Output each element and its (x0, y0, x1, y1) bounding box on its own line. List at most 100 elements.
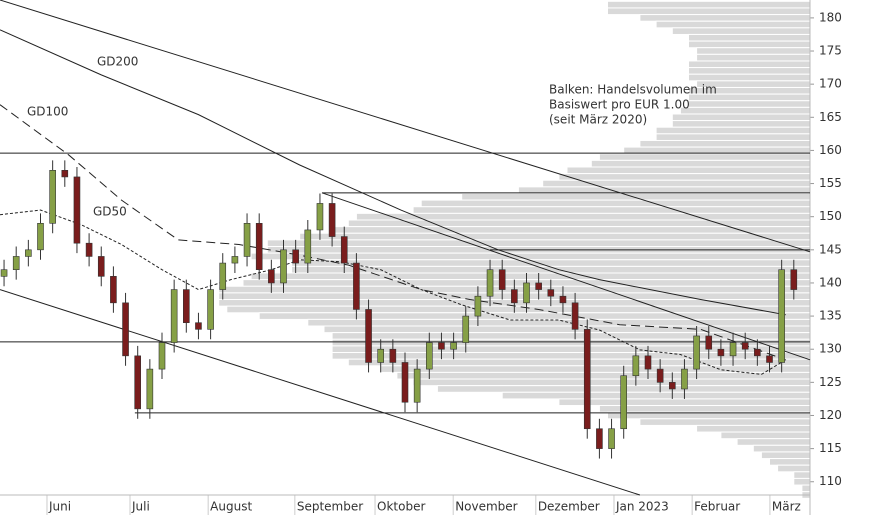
moving-average (0, 209, 786, 375)
candle-body (0, 269, 8, 277)
candle-body (268, 269, 275, 284)
candle-body (778, 269, 785, 363)
x-tick-label: März (772, 500, 801, 514)
moving-average (0, 29, 786, 316)
volume-bar (501, 391, 811, 400)
volume-bar (769, 458, 811, 466)
candle-body (608, 428, 615, 449)
volume-bar (696, 47, 811, 55)
y-tick-label: 180 (819, 10, 842, 24)
candle-body (12, 256, 20, 270)
candle-body (401, 362, 409, 403)
volume-bar (607, 7, 811, 16)
x-tick-label: Juli (131, 500, 150, 514)
candle-body (790, 269, 798, 290)
candle-body (766, 355, 773, 363)
volume-bar (380, 365, 811, 373)
candle-body (97, 256, 105, 277)
ma-label: GD100 (27, 105, 68, 119)
candle-body (158, 342, 166, 370)
x-tick-label: Dezember (538, 500, 600, 514)
candle-body (255, 223, 263, 270)
candle-body (705, 335, 713, 350)
volume-bar (607, 0, 811, 9)
annotation: (seit März 2020) (549, 113, 647, 127)
x-tick-label: Jan 2023 (615, 500, 669, 514)
candle-body (425, 342, 433, 370)
volume-bar (752, 444, 811, 453)
candle-body (571, 302, 579, 330)
candle-body (49, 170, 56, 224)
volume-bar (331, 338, 811, 347)
volume-bar (250, 272, 811, 281)
candle-body (596, 428, 603, 449)
volume-bar (696, 53, 811, 62)
volume-bar (566, 166, 811, 175)
x-tick-label: September (297, 500, 363, 514)
candle-body (644, 355, 652, 370)
volume-bar (688, 67, 811, 75)
candle-body (25, 249, 32, 257)
trend-line (0, 289, 641, 496)
candle-body (377, 348, 385, 363)
candle-body (183, 289, 190, 324)
x-tick-label: Juni (48, 500, 71, 514)
volume-bar (420, 199, 811, 208)
candle-body (340, 236, 348, 264)
volume-bar (355, 212, 811, 221)
candle-body (61, 170, 69, 178)
x-tick-label: Oktober (377, 500, 425, 514)
candle-body (73, 176, 81, 244)
candle-body (195, 322, 202, 330)
candle-body (741, 342, 749, 350)
trend-line (321, 192, 811, 361)
candle-body (511, 289, 518, 304)
candle-body (170, 289, 178, 343)
y-tick-label: 155 (819, 176, 842, 190)
volume-bar (639, 14, 811, 22)
volume-bar (412, 378, 811, 387)
candle-body (231, 256, 239, 264)
candle-body (632, 355, 640, 377)
volume-bar (299, 232, 811, 241)
y-tick-label: 170 (819, 77, 842, 91)
volume-bar (760, 451, 811, 460)
volume-bar (461, 192, 811, 201)
volume-bar (307, 318, 811, 327)
volume-bar (688, 33, 811, 42)
annotation: Basiswert pro EUR 1.00 (549, 98, 690, 112)
volume-bar (655, 133, 811, 141)
candle-body (207, 289, 214, 330)
volume-bar (777, 464, 811, 473)
candle-body (316, 203, 324, 231)
volume-bar (671, 120, 811, 128)
y-tick-label: 150 (819, 209, 842, 223)
volume-bar (331, 332, 811, 340)
trend-line (0, 0, 811, 253)
candle-body (729, 342, 737, 357)
candle-body (85, 242, 93, 257)
volume-bar (696, 424, 811, 433)
y-tick-label: 160 (819, 143, 842, 157)
candle-body (474, 295, 482, 317)
volume-bar (396, 371, 811, 380)
candle-body (717, 348, 725, 357)
candle-body (462, 315, 470, 343)
volume-bar (598, 153, 811, 161)
volume-bar (639, 418, 811, 426)
volume-bar (291, 259, 811, 267)
candle-body (37, 223, 44, 251)
volume-bar (793, 471, 811, 479)
volume-bar (671, 113, 811, 122)
candle-body (681, 368, 688, 390)
candle-body (693, 335, 700, 370)
x-tick-label: Februar (694, 500, 740, 514)
y-tick-label: 110 (819, 474, 842, 488)
volume-bar (412, 206, 811, 214)
volume-bar (688, 100, 811, 108)
candle-body (498, 269, 506, 290)
candle-body (134, 355, 141, 410)
volume-bar (226, 305, 811, 314)
candle-body (559, 295, 567, 304)
candle-body (389, 348, 397, 363)
